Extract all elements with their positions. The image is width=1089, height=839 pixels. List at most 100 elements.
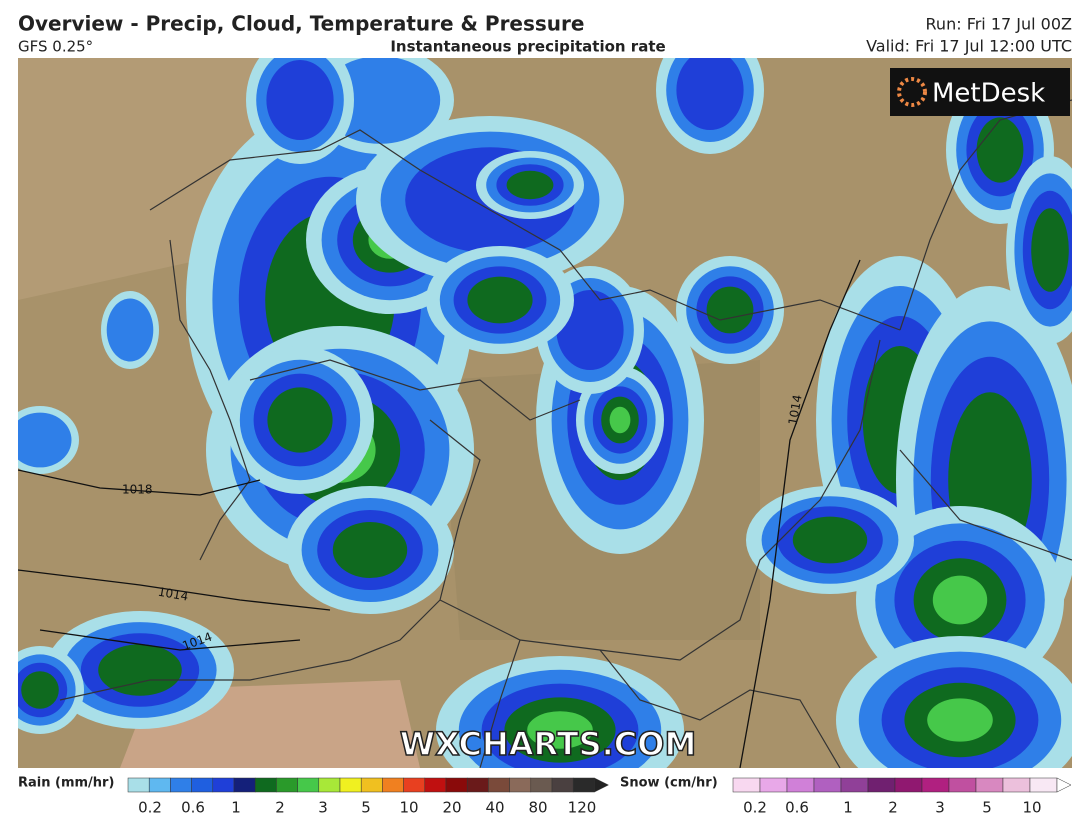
- border: [479, 639, 521, 768]
- rain-tick-label: 80: [528, 799, 547, 817]
- legend-swatch: [170, 777, 192, 793]
- snow-tick-label: 3: [935, 799, 945, 817]
- precip-area: [556, 290, 624, 370]
- legend-swatch: [382, 777, 404, 793]
- isobar-label: 1014: [157, 585, 190, 604]
- legend-swatch: [318, 777, 341, 793]
- legend-swatch: [488, 777, 510, 793]
- legend-swatch: [840, 777, 869, 793]
- subtitle: Instantaneous precipitation rate: [390, 38, 665, 56]
- snow-tick-label: 5: [982, 799, 992, 817]
- isobar: [18, 569, 331, 611]
- rain-legend-label: Rain (mm/hr): [18, 776, 114, 791]
- isobar-label: 1018: [122, 483, 153, 497]
- rain-tick-label: 2: [275, 799, 285, 817]
- legend-swatch: [403, 777, 426, 793]
- legend-swatch: [276, 777, 298, 793]
- legend-swatch: [233, 777, 256, 793]
- precip-area: [527, 711, 593, 749]
- border: [899, 449, 1072, 561]
- legend-swatch: [466, 777, 489, 793]
- snow-tick-label: 1: [843, 799, 853, 817]
- isobars: [18, 259, 861, 768]
- border: [169, 239, 251, 561]
- precip-area: [21, 671, 59, 709]
- precip-area: [609, 406, 631, 434]
- map: 1018 1014 1014 1014 MetDesk WXCHARTS.COM: [18, 58, 1072, 768]
- valid-time: Valid: Fri 17 Jul 12:00 UTC: [866, 37, 1072, 56]
- border: [149, 129, 901, 331]
- snow-tick-label: 10: [1022, 799, 1041, 817]
- precip-area: [676, 58, 744, 130]
- precip-area: [932, 575, 988, 625]
- snow-tick-label: 0.2: [743, 799, 767, 817]
- legend-swatch: [948, 777, 977, 793]
- border: [249, 359, 581, 421]
- rain-tick-label: 20: [442, 799, 461, 817]
- logo-icon: [897, 77, 927, 107]
- legend-swatch: [297, 777, 320, 793]
- rain-tick-label: 120: [568, 799, 597, 817]
- legend-swatch: [254, 777, 277, 793]
- legend-swatch: [572, 777, 595, 793]
- model: GFS 0.25°: [18, 38, 93, 56]
- snow-tick-label: 2: [888, 799, 898, 817]
- legend-arrow: [594, 777, 609, 793]
- precip-area: [106, 298, 154, 362]
- legend-swatch: [339, 777, 362, 793]
- legend-swatch: [1029, 777, 1058, 793]
- snow-legend-label: Snow (cm/hr): [620, 776, 718, 791]
- legend-swatch: [786, 777, 815, 793]
- legend-swatch: [813, 777, 842, 793]
- precip-area: [467, 276, 533, 324]
- rain-tick-label: 1: [231, 799, 241, 817]
- logo-box: [890, 68, 1070, 116]
- precip-area: [18, 412, 72, 468]
- rain-tick-label: 0.6: [181, 799, 205, 817]
- border: [599, 649, 841, 768]
- title: Overview - Precip, Cloud, Temperature & …: [18, 12, 584, 36]
- legend-swatch: [732, 777, 761, 793]
- rain-tick-label: 10: [399, 799, 418, 817]
- legend-swatch: [360, 777, 383, 793]
- rain-tick-label: 0.2: [138, 799, 162, 817]
- precip-area: [976, 117, 1024, 183]
- legend-swatch: [867, 777, 896, 793]
- precip-area: [332, 522, 408, 578]
- precip-area: [506, 170, 554, 200]
- precip-area: [1031, 208, 1069, 292]
- borders: [59, 99, 1072, 768]
- legend-swatch: [759, 777, 788, 793]
- legend-swatch: [212, 777, 235, 793]
- legend-swatch: [424, 777, 447, 793]
- legend-swatch: [1002, 777, 1031, 793]
- border: [439, 339, 881, 661]
- precip-area: [98, 644, 182, 696]
- rain-tick-label: 3: [318, 799, 328, 817]
- isobar-label: 1014: [786, 394, 805, 427]
- legend-swatch: [191, 777, 214, 793]
- precip-area: [266, 60, 334, 140]
- legend-swatch: [551, 777, 574, 793]
- legend-swatch: [509, 777, 532, 793]
- watermark: WXCHARTS.COM: [400, 725, 697, 763]
- isobar: [18, 469, 261, 496]
- legend-swatch: [148, 777, 171, 793]
- snow-tick-label: 0.6: [785, 799, 809, 817]
- legend-arrow: [1056, 777, 1072, 793]
- legend-swatch: [127, 777, 150, 793]
- border: [59, 419, 481, 701]
- legend-swatch: [445, 777, 468, 793]
- precip-area: [792, 516, 868, 564]
- legend-swatch: [921, 777, 950, 793]
- precip-area: [267, 387, 333, 453]
- isobar: [739, 259, 861, 768]
- precip-area: [706, 286, 754, 334]
- legend-swatch: [975, 777, 1004, 793]
- run-time: Run: Fri 17 Jul 00Z: [926, 15, 1073, 34]
- rain-tick-label: 5: [361, 799, 371, 817]
- rain-tick-label: 40: [485, 799, 504, 817]
- isobar: [39, 629, 301, 651]
- precip-area: [927, 698, 993, 742]
